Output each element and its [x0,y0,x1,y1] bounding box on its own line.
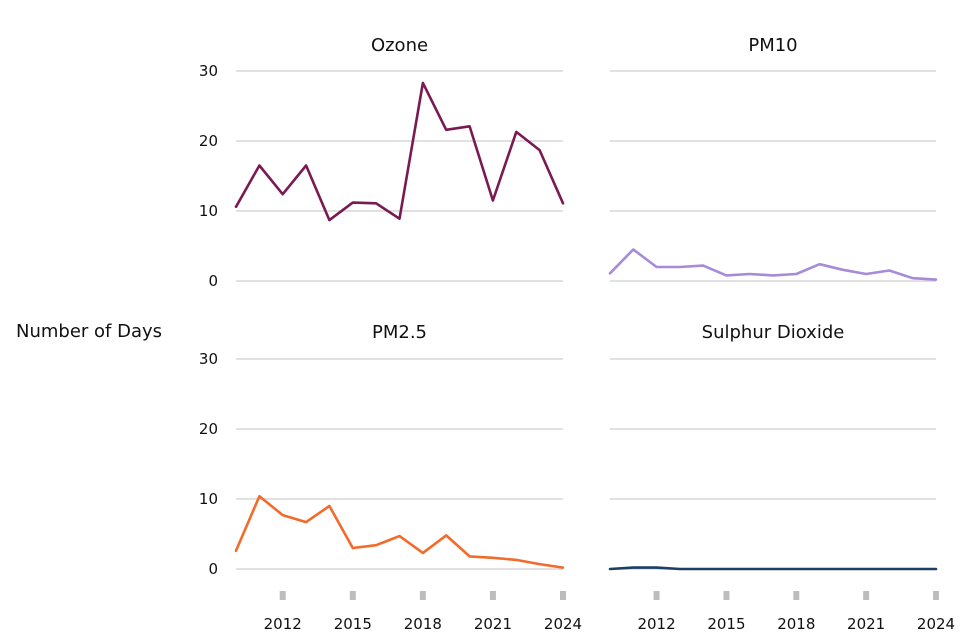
x-tick-mark [723,591,730,600]
panel-title: Sulphur Dioxide [702,322,845,343]
x-tick-label: 2018 [404,615,442,633]
panel-ozone: Ozone 0 10 20 30 [199,35,565,290]
x-tick-label: 2012 [637,615,675,633]
series-line-sulphur-dioxide [608,566,938,571]
x-tick-label: 2012 [264,615,302,633]
x-tick-mark [793,591,800,600]
x-tick-mark [489,591,496,600]
x-tick-label: 2015 [707,615,745,633]
panel-title: Ozone [371,35,428,56]
y-axis-title: Number of Days [16,321,162,342]
panel-title: PM10 [748,35,797,56]
series-line-ozone [234,81,565,222]
y-tick-label: 20 [199,132,218,150]
panel-pm2-5: PM2.5 0 10 20 30 2012 2015 2018 2021 2024 [199,322,582,633]
panel-sulphur-dioxide: Sulphur Dioxide 2012 2015 2018 2021 2024 [608,322,955,633]
x-tick-label: 2018 [777,615,815,633]
x-tick-label: 2021 [474,615,512,633]
x-tick-label: 2024 [544,615,582,633]
x-tick-mark [863,591,870,600]
y-tick-label: 0 [208,560,218,578]
x-tick-mark [933,591,939,600]
y-tick-label: 20 [199,420,218,438]
x-tick-mark [560,591,566,600]
y-tick-label: 10 [199,202,218,220]
y-tick-label: 30 [199,350,218,368]
y-tick-label: 10 [199,490,218,508]
x-tick-mark [419,591,426,600]
x-tick-mark [349,591,356,600]
x-tick-mark [279,591,286,600]
y-tick-label: 30 [199,62,218,80]
panel-title: PM2.5 [372,322,427,343]
series-line-pm10 [608,248,938,281]
series-line-pm2-5 [234,494,565,569]
y-tick-label: 0 [208,272,218,290]
x-tick-mark [653,591,660,600]
x-tick-label: 2021 [847,615,885,633]
x-tick-label: 2024 [917,615,955,633]
panel-pm10: PM10 [608,35,938,282]
x-tick-label: 2015 [334,615,372,633]
